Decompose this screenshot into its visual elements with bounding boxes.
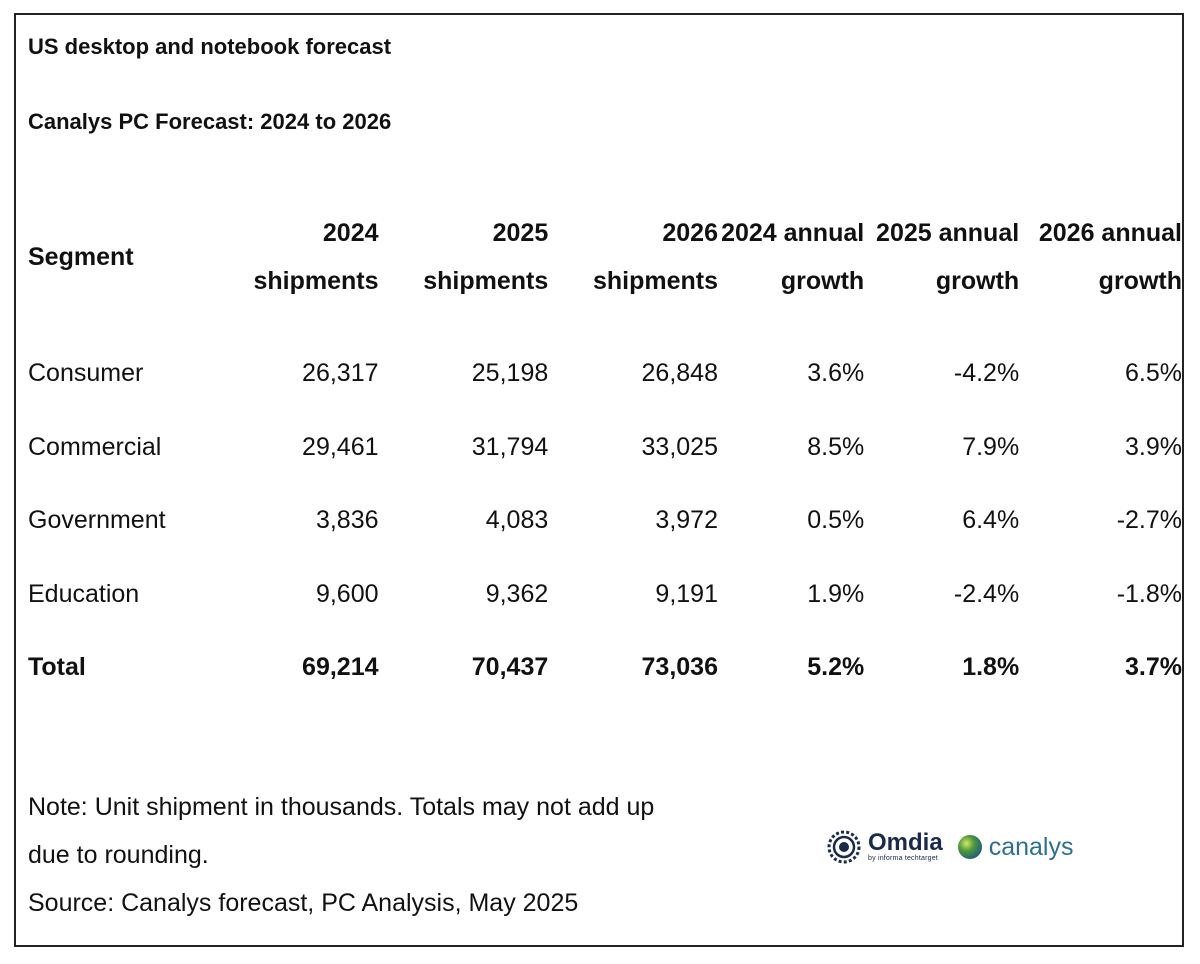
header-2025-shipments: 2025 shipments: [423, 219, 549, 295]
total-row: Total 69,214 70,437 73,036 5.2% 1.8% 3.7…: [28, 631, 1182, 705]
header-2026-shipments: 2026 shipments: [592, 219, 718, 295]
chart-subtitle: Canalys PC Forecast: 2024 to 2026: [28, 109, 392, 134]
forecast-table: Segment 2024 shipments 2025 shipments 20…: [28, 177, 1182, 705]
header-segment: Segment: [28, 243, 134, 271]
table-row: Government 3,836 4,083 3,972 0.5% 6.4% -…: [28, 484, 1182, 558]
note-line-2: due to rounding.: [28, 841, 209, 869]
omdia-byline: by informa techtarget: [868, 855, 938, 862]
omdia-ring-icon: [827, 830, 861, 864]
table-row: Consumer 26,317 25,198 26,848 3.6% -4.2%…: [28, 337, 1182, 411]
canalys-globe-icon: [957, 835, 982, 859]
cell-2025-shipments: 4,083: [485, 506, 549, 535]
cell-2026-growth: 3.7%: [1125, 653, 1182, 682]
canalys-wordmark: canalys: [988, 832, 1074, 861]
cell-2025-growth: 1.8%: [962, 653, 1020, 682]
cell-2025-shipments: 9,362: [485, 579, 549, 608]
cell-2026-shipments: 73,036: [641, 653, 718, 682]
cell-2025-growth: 6.4%: [962, 506, 1020, 535]
header-2026-growth: 2026 annual growth: [1038, 219, 1182, 295]
cell-2024-growth: 5.2%: [807, 653, 865, 682]
cell-2025-growth: -4.2%: [953, 359, 1020, 388]
table-frame: US desktop and notebook forecast Canalys…: [14, 13, 1184, 947]
cell-2024-shipments: 9,600: [315, 579, 379, 608]
cell-segment: Government: [28, 506, 166, 535]
header-row: Segment 2024 shipments 2025 shipments 20…: [28, 177, 1182, 337]
cell-2026-shipments: 9,191: [655, 579, 718, 608]
cell-2024-shipments: 69,214: [302, 653, 379, 682]
brand-logos: Omdia by informa techtarget canalys: [826, 827, 1073, 867]
omdia-wordmark: Omdia: [868, 829, 943, 856]
cell-2024-shipments: 3,836: [315, 506, 379, 535]
cell-segment: Education: [28, 579, 140, 608]
cell-segment: Total: [28, 653, 86, 682]
canalys-logo: canalys: [957, 832, 1074, 862]
cell-2026-shipments: 26,848: [641, 359, 718, 388]
cell-2025-shipments: 25,198: [471, 359, 549, 388]
cell-2026-growth: 6.5%: [1125, 359, 1182, 388]
table-row: Commercial 29,461 31,794 33,025 8.5% 7.9…: [28, 411, 1182, 485]
cell-2026-shipments: 3,972: [655, 506, 718, 535]
cell-2024-growth: 0.5%: [807, 506, 865, 535]
cell-segment: Consumer: [28, 359, 144, 388]
table-row: Education 9,600 9,362 9,191 1.9% -2.4% -…: [28, 558, 1182, 632]
cell-2024-growth: 1.9%: [807, 579, 865, 608]
cell-2026-growth: 3.9%: [1125, 432, 1182, 461]
cell-2024-growth: 8.5%: [807, 432, 865, 461]
cell-2024-shipments: 26,317: [302, 359, 379, 388]
cell-2025-shipments: 70,437: [471, 653, 549, 682]
footnote: Note: Unit shipment in thousands. Totals…: [28, 783, 748, 927]
cell-2026-growth: -2.7%: [1116, 506, 1182, 535]
cell-2026-growth: -1.8%: [1116, 579, 1182, 608]
header-2024-growth: 2024 annual growth: [721, 219, 865, 295]
cell-2024-growth: 3.6%: [807, 359, 865, 388]
cell-segment: Commercial: [28, 432, 162, 461]
header-2025-growth: 2025 annual growth: [876, 219, 1020, 295]
header-2024-shipments: 2024 shipments: [253, 219, 379, 295]
cell-2025-shipments: 31,794: [471, 432, 549, 461]
omdia-logo: Omdia by informa techtarget: [826, 829, 943, 865]
source-line: Source: Canalys forecast, PC Analysis, M…: [28, 889, 579, 917]
cell-2024-shipments: 29,461: [302, 432, 379, 461]
cell-2026-shipments: 33,025: [641, 432, 718, 461]
cell-2025-growth: -2.4%: [953, 579, 1020, 608]
cell-2025-growth: 7.9%: [962, 432, 1020, 461]
note-line-1: Note: Unit shipment in thousands. Totals…: [28, 793, 655, 821]
chart-title: US desktop and notebook forecast: [28, 34, 392, 59]
